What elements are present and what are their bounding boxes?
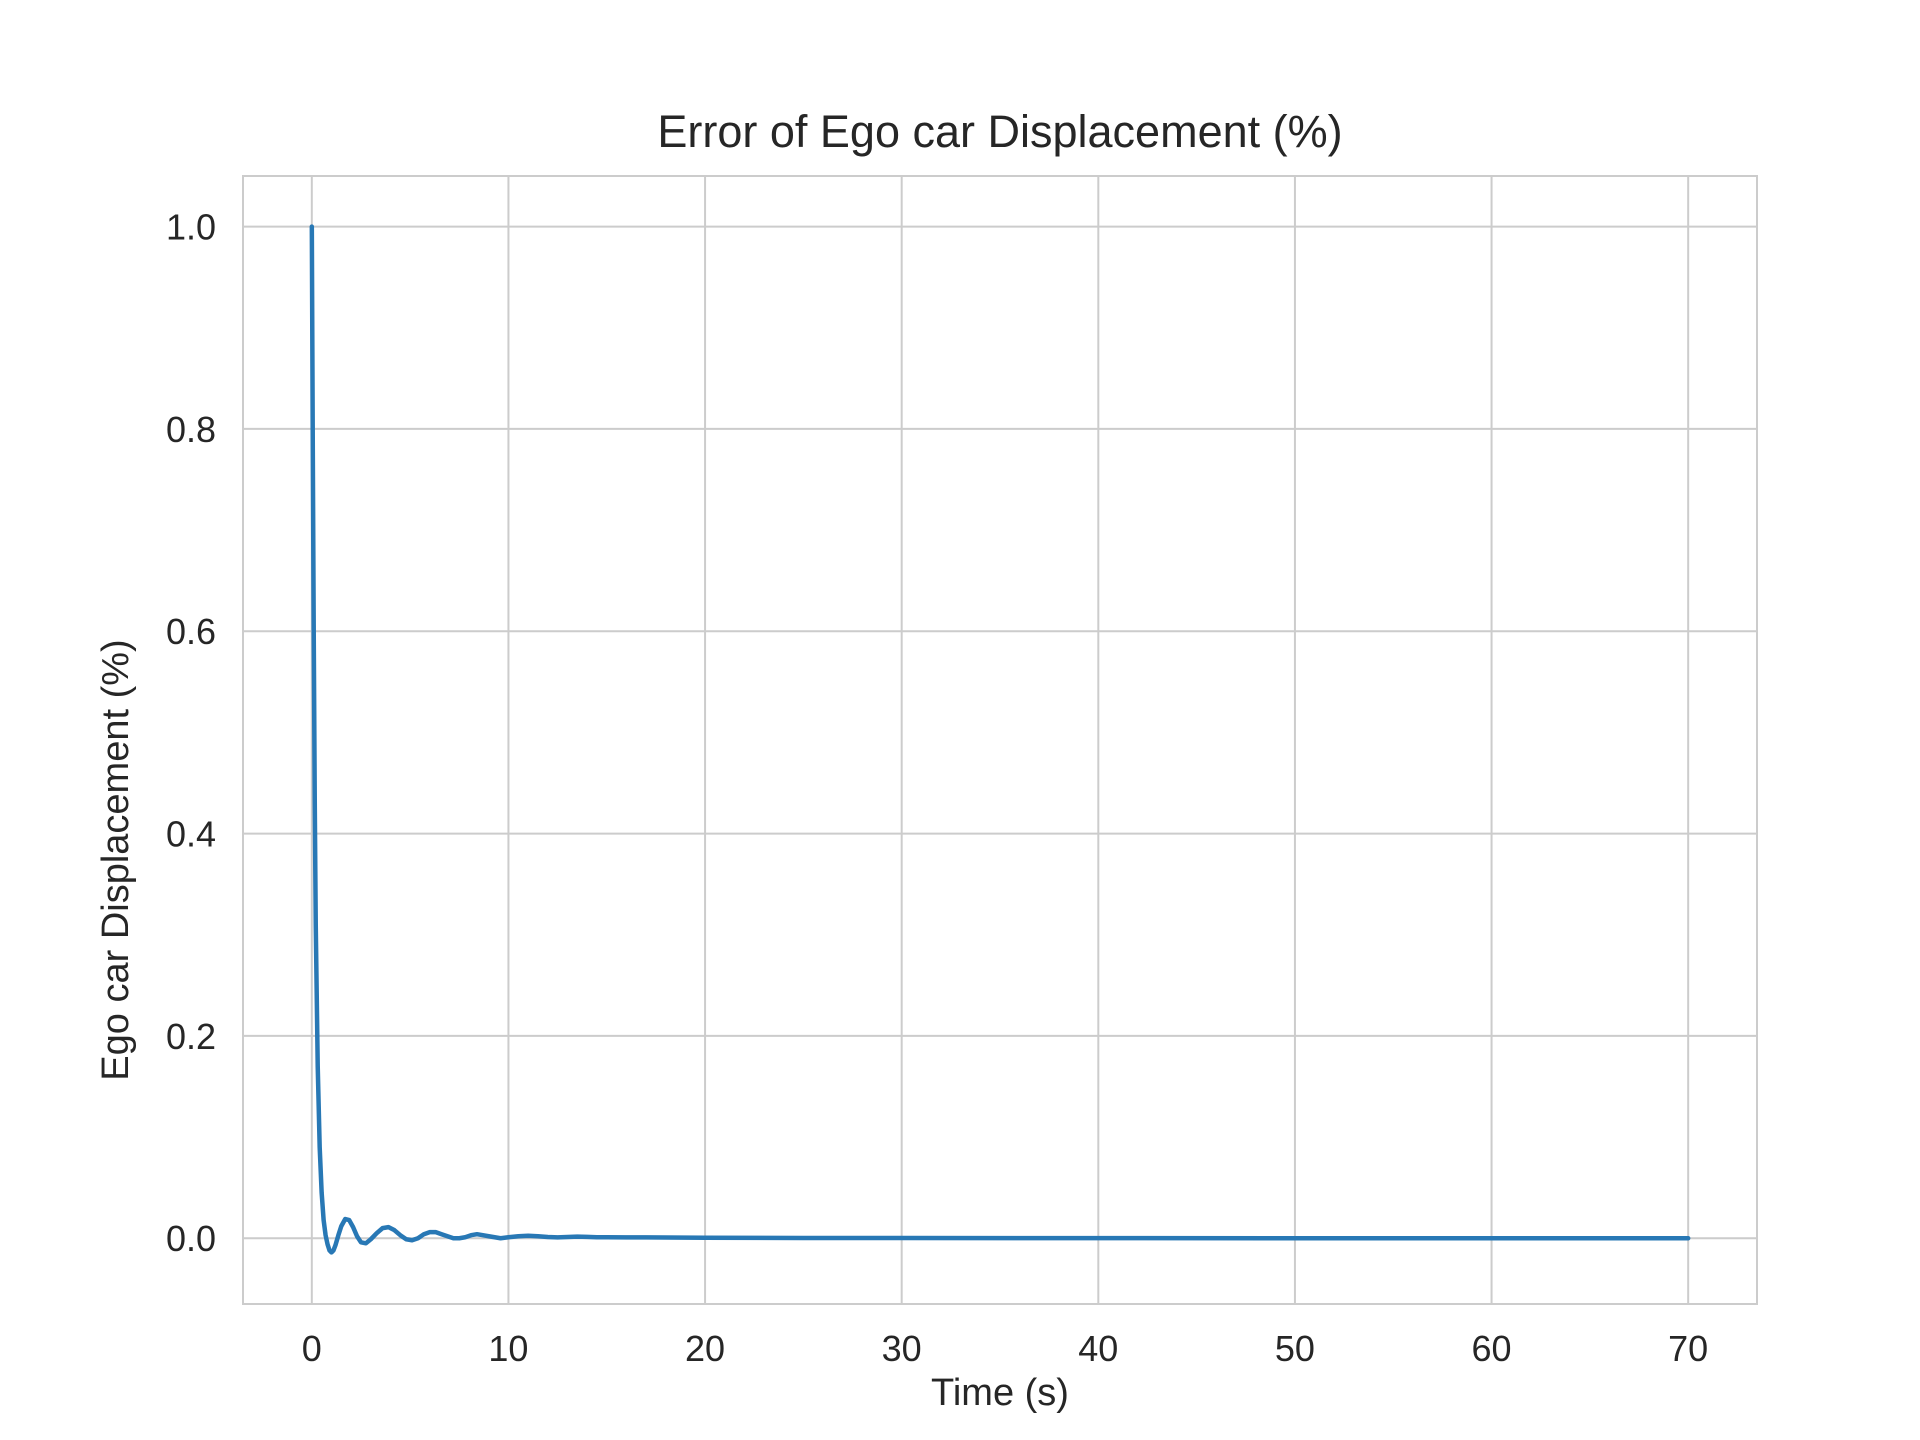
x-tick-label: 40 — [1078, 1328, 1118, 1369]
x-tick-label: 70 — [1668, 1328, 1708, 1369]
plot-frame — [242, 175, 1758, 1305]
chart-title: Error of Ego car Displacement (%) — [657, 106, 1342, 157]
y-tick-label: 0.8 — [166, 409, 216, 450]
x-tick-label: 0 — [302, 1328, 322, 1369]
x-tick-label: 60 — [1472, 1328, 1512, 1369]
x-tick-label: 30 — [882, 1328, 922, 1369]
y-tick-label: 0.6 — [166, 611, 216, 652]
y-tick-label: 0.4 — [166, 814, 216, 855]
x-tick-label: 20 — [685, 1328, 725, 1369]
x-tick-label: 10 — [488, 1328, 528, 1369]
y-tick-label: 1.0 — [166, 207, 216, 248]
grid — [243, 176, 1757, 1304]
y-axis-label: Ego car Displacement (%) — [95, 639, 137, 1080]
x-tick-labels: 0 10 20 30 40 50 60 70 — [302, 1328, 1708, 1369]
x-tick-label: 50 — [1275, 1328, 1315, 1369]
x-axis-label: Time (s) — [931, 1372, 1069, 1414]
y-tick-label: 0.2 — [166, 1016, 216, 1057]
y-tick-labels: 0.0 0.2 0.4 0.6 0.8 1.0 — [166, 207, 216, 1260]
y-tick-label: 0.0 — [166, 1218, 216, 1259]
series-line — [309, 224, 1691, 1255]
